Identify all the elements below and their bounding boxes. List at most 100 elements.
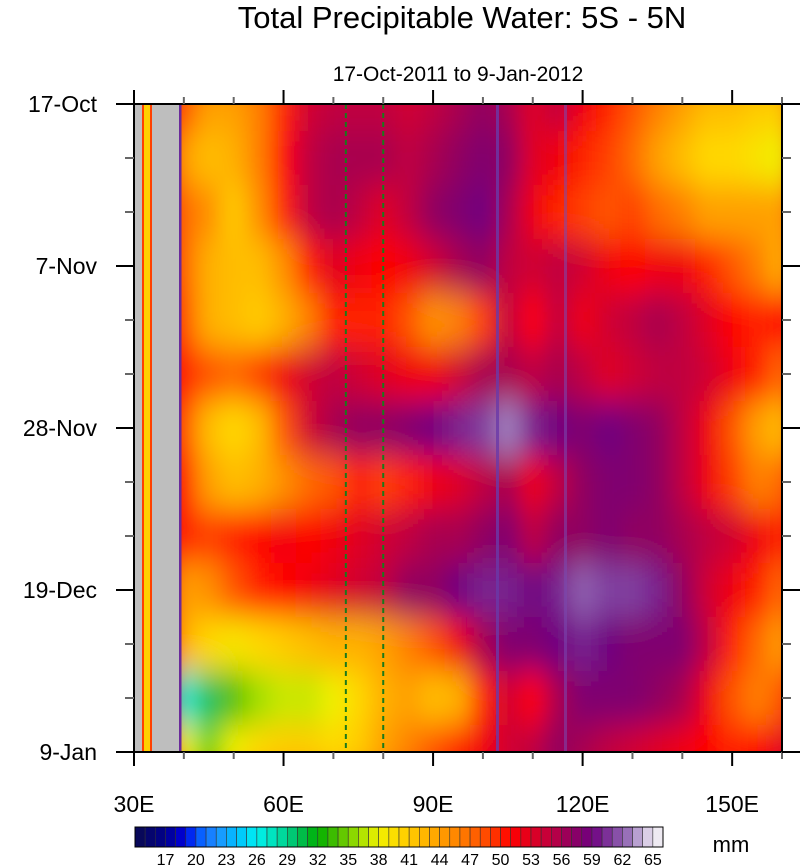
heatmap-cell xyxy=(495,185,521,240)
heatmap-cell xyxy=(345,563,372,618)
heatmap-cell xyxy=(196,239,222,294)
heatmap-cells xyxy=(181,104,782,752)
heatmap-cell xyxy=(520,185,546,240)
heatmap-cell xyxy=(320,509,347,564)
heatmap-cell xyxy=(470,563,496,618)
heatmap-cell xyxy=(620,563,646,618)
colorbar-box xyxy=(347,826,359,848)
heatmap-cell xyxy=(320,563,347,618)
heatmap-cell xyxy=(719,131,746,186)
heatmap-cell xyxy=(744,617,771,672)
heatmap-cell xyxy=(520,104,546,132)
heatmap-cell xyxy=(644,563,671,618)
heatmap-cell xyxy=(669,347,696,402)
heatmap-cell xyxy=(196,104,222,132)
heatmap-cell xyxy=(296,671,322,726)
heatmap-cell xyxy=(470,509,496,564)
heatmap-cell xyxy=(719,104,746,132)
colorbar-box xyxy=(185,826,197,848)
heatmap-cell xyxy=(420,104,447,132)
heatmap-cell xyxy=(420,347,447,402)
heatmap-cell xyxy=(644,239,671,294)
heatmap-cell xyxy=(420,617,447,672)
y-tick-label: 19-Dec xyxy=(23,577,97,603)
heatmap-cell xyxy=(320,401,347,456)
colorbar-box xyxy=(479,826,491,848)
heatmap-cell xyxy=(196,725,222,752)
heatmap-cell xyxy=(320,131,347,186)
colorbar-label: 59 xyxy=(583,852,601,867)
heatmap-cell xyxy=(669,131,696,186)
colorbar-box xyxy=(469,826,481,848)
heatmap-cell xyxy=(719,239,746,294)
heatmap-cell xyxy=(644,725,671,752)
heatmap-cell xyxy=(570,293,596,348)
heatmap-cell xyxy=(271,455,297,510)
heatmap-cell xyxy=(769,293,782,348)
heatmap-cell xyxy=(595,617,621,672)
colorbar-box xyxy=(419,826,430,848)
colorbar-box xyxy=(429,826,440,848)
heatmap-cell xyxy=(694,104,721,132)
heatmap-cell xyxy=(271,239,297,294)
heatmap-cell xyxy=(595,725,621,752)
y-tick-label: 9-Jan xyxy=(39,739,97,765)
heatmap-cell xyxy=(296,617,322,672)
colorbar-box xyxy=(287,826,298,848)
heatmap-cell xyxy=(320,617,347,672)
heatmap-cell xyxy=(181,401,197,456)
colorbar-box xyxy=(195,826,207,848)
heatmap-cell xyxy=(495,104,521,132)
heatmap-cell xyxy=(296,509,322,564)
heatmap-cell xyxy=(744,401,771,456)
heatmap-cell xyxy=(395,617,422,672)
colorbar-box xyxy=(540,826,552,848)
colorbar-frame xyxy=(134,826,664,848)
heatmap-cell xyxy=(570,455,596,510)
heatmap-cell xyxy=(246,509,272,564)
heatmap-cell xyxy=(744,104,771,132)
heatmap-cell xyxy=(445,725,471,752)
heatmap-cell xyxy=(744,131,771,186)
colorbar-box xyxy=(632,826,643,848)
heatmap-cell xyxy=(769,185,782,240)
heatmap-cell xyxy=(345,347,372,402)
heatmap-cell xyxy=(744,563,771,618)
heatmap-cell xyxy=(296,347,322,402)
heatmap-cell xyxy=(345,725,372,752)
heatmap-cell xyxy=(221,401,247,456)
heatmap-cell xyxy=(694,239,721,294)
heatmap-cell xyxy=(246,455,272,510)
colorbar-label: 62 xyxy=(613,852,631,867)
heatmap-cell xyxy=(595,401,621,456)
heatmap-cell xyxy=(644,131,671,186)
heatmap-cell xyxy=(445,563,471,618)
heatmap-cell xyxy=(719,401,746,456)
heatmap-cell xyxy=(196,563,222,618)
heatmap-cell xyxy=(296,455,322,510)
heatmap-cell xyxy=(470,725,496,752)
heatmap-cell xyxy=(694,509,721,564)
heatmap-cell xyxy=(520,671,546,726)
heatmap-cell xyxy=(769,131,782,186)
heatmap-cell xyxy=(495,509,521,564)
heatmap-cell xyxy=(196,185,222,240)
colorbar-box xyxy=(388,826,400,848)
heatmap-cell xyxy=(420,131,447,186)
heatmap-cell xyxy=(345,185,372,240)
colorbar-box xyxy=(266,826,278,848)
heatmap-cell xyxy=(694,401,721,456)
heatmap-cell xyxy=(345,671,372,726)
x-tick-label: 150E xyxy=(705,791,759,817)
heatmap-cell xyxy=(296,401,322,456)
heatmap-cell xyxy=(520,401,546,456)
heatmap-cell xyxy=(570,671,596,726)
heatmap-cell xyxy=(470,104,496,132)
heatmap-cell xyxy=(320,185,347,240)
heatmap-cell xyxy=(246,563,272,618)
colorbar-label: 44 xyxy=(431,852,449,867)
heatmap-cell xyxy=(196,401,222,456)
heatmap-cell xyxy=(570,347,596,402)
heatmap-cell xyxy=(570,401,596,456)
